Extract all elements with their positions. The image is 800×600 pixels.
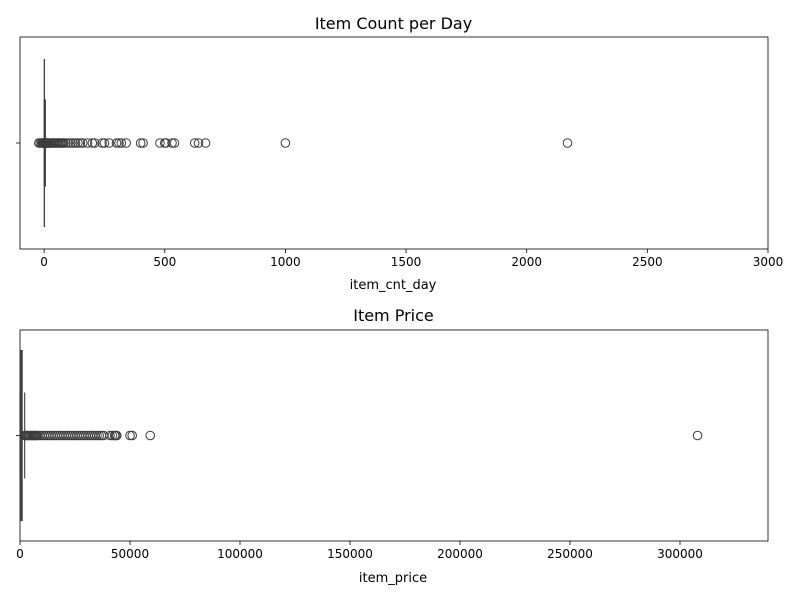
x-axis-label: item_price	[359, 571, 427, 586]
outlier-point	[145, 430, 156, 441]
x-tick-label: 2000	[511, 255, 542, 269]
chart-title: Item Count per Day	[315, 14, 472, 33]
outlier-point	[189, 138, 200, 148]
outlier-point	[90, 138, 100, 148]
x-tick-label: 250000	[547, 547, 593, 561]
outlier-point	[77, 138, 88, 148]
outlier-point	[61, 138, 71, 148]
outlier-point	[112, 430, 122, 441]
x-tick-label: 0	[40, 255, 48, 269]
outlier-point	[155, 138, 165, 148]
outlier-point	[138, 138, 148, 148]
outlier-point	[127, 430, 137, 441]
x-tick-label: 3000	[753, 255, 784, 269]
outlier-point	[280, 138, 291, 148]
outlier-point	[116, 138, 127, 148]
item-price-panel: Item Price 0 50000 100000 150000 200000 25000…	[16, 306, 769, 586]
outlier-point	[82, 138, 93, 148]
outlier-point	[200, 138, 211, 148]
outlier-point	[70, 138, 81, 148]
x-tick-label: 1000	[270, 255, 301, 269]
outlier-point	[104, 138, 115, 148]
outlier-point	[92, 430, 102, 441]
x-tick-label: 0	[16, 547, 24, 561]
outlier-point	[692, 430, 703, 441]
outlier-point	[125, 430, 135, 441]
plot-frame	[19, 36, 769, 250]
outlier-point	[68, 138, 78, 148]
item-count-panel: Item Count per Day 0 500 1000 1500 2000 2500 3…	[16, 14, 783, 293]
outlier-point	[58, 138, 69, 148]
outlier-point	[97, 138, 107, 148]
outlier-point	[114, 138, 124, 148]
outlier-point	[169, 138, 180, 148]
x-axis-label: item_cnt_day	[350, 278, 437, 293]
x-tick-label: 50000	[111, 547, 149, 561]
chart-title: Item Price	[353, 306, 434, 325]
x-ticks: 0 500 1000 1500 2000 2500 3000	[16, 142, 784, 269]
outlier-point	[99, 138, 110, 148]
x-tick-label: 2500	[632, 255, 663, 269]
outlier-point	[167, 138, 177, 148]
x-tick-label: 300000	[657, 547, 703, 561]
x-tick-label: 200000	[437, 547, 483, 561]
x-tick-label: 150000	[327, 547, 373, 561]
outlier-point	[135, 138, 146, 148]
x-tick-label: 500	[153, 255, 176, 269]
plot-area	[19, 349, 703, 522]
outlier-point	[63, 138, 74, 148]
outlier-point	[94, 430, 104, 441]
plot-area	[34, 59, 573, 227]
outlier-point	[65, 138, 76, 148]
outlier-point	[107, 430, 118, 441]
outlier-point	[121, 138, 131, 148]
x-tick-label: 100000	[217, 547, 263, 561]
outlier-point	[87, 138, 98, 148]
plot-frame	[19, 329, 769, 542]
x-tick-label: 1500	[391, 255, 422, 269]
outlier-point	[73, 138, 83, 148]
outlier-point	[193, 138, 204, 148]
x-ticks: 0 50000 100000 150000 200000 250000 300000	[16, 435, 703, 561]
outlier-point	[562, 138, 573, 148]
outlier-point	[111, 138, 122, 148]
outlier-point	[75, 138, 86, 148]
outlier-point	[105, 430, 115, 441]
